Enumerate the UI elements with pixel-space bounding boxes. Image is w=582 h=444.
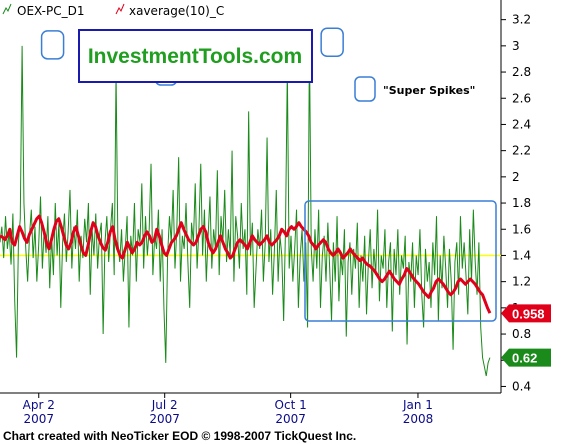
y-tick-label: 2.2: [512, 144, 531, 158]
brand-box: [78, 29, 313, 83]
series-xaverage-line: [0, 214, 492, 314]
footer-credit: Chart created with NeoTicker EOD © 1998-…: [3, 429, 356, 443]
highlight-box: [304, 200, 497, 322]
value-tag-label: 0.62: [512, 351, 537, 366]
y-tick-label: 1.2: [512, 275, 531, 289]
x-tick-year: 2008: [403, 412, 434, 426]
y-tick-label: 1.4: [512, 248, 531, 262]
legend-item-xaverage: xaverage(10)_C: [115, 3, 224, 18]
y-tick-label: 3.2: [512, 13, 531, 27]
spike-marker: [320, 27, 344, 57]
value-tag: 0.62: [501, 348, 551, 367]
y-tick-label: 0.8: [512, 327, 531, 341]
spike-marker: [40, 30, 65, 60]
annotation-marker: [354, 76, 376, 102]
y-axis-area: [501, 0, 582, 393]
value-tag-label: 0.958: [512, 306, 545, 321]
y-tick-label: 2: [512, 170, 520, 184]
value-tags: 0.958 0.62: [501, 304, 551, 367]
y-tick-label: 2.8: [512, 65, 531, 79]
line-chart-icon: [2, 3, 12, 15]
line-chart-icon: [115, 3, 125, 15]
x-tick-year: 2007: [149, 412, 180, 426]
x-tick-label: Jul 2: [151, 398, 178, 412]
y-tick-label: 3: [512, 39, 520, 53]
x-tick-label: Jan 1: [402, 398, 433, 412]
y-tick-label: 1.8: [512, 196, 531, 210]
footer-bar: [0, 426, 582, 444]
y-tick-label: 2.6: [512, 91, 531, 105]
y-tick-label: 2.4: [512, 117, 531, 131]
annotation-label: "Super Spikes": [383, 84, 475, 97]
brand-title: InvestmentTools.com: [88, 45, 302, 68]
value-tag: 0.958: [501, 304, 551, 323]
legend: OEX-PC_D1 xaverage(10)_C: [2, 3, 224, 18]
y-tick-label: 0.4: [512, 379, 531, 393]
x-tick-label: Apr 2: [23, 398, 55, 412]
value-tag-bg: [501, 348, 551, 367]
y-tick-label: 1.6: [512, 222, 531, 236]
x-tick-year: 2007: [275, 412, 306, 426]
value-tag-bg: [501, 304, 551, 323]
x-tick-year: 2007: [23, 412, 54, 426]
x-tick-label: Oct 1: [275, 398, 307, 412]
legend-label-oex-pc-d1: OEX-PC_D1: [17, 4, 84, 18]
legend-label-xaverage: xaverage(10)_C: [129, 4, 224, 18]
legend-item-oex-pc-d1: OEX-PC_D1: [2, 3, 84, 18]
